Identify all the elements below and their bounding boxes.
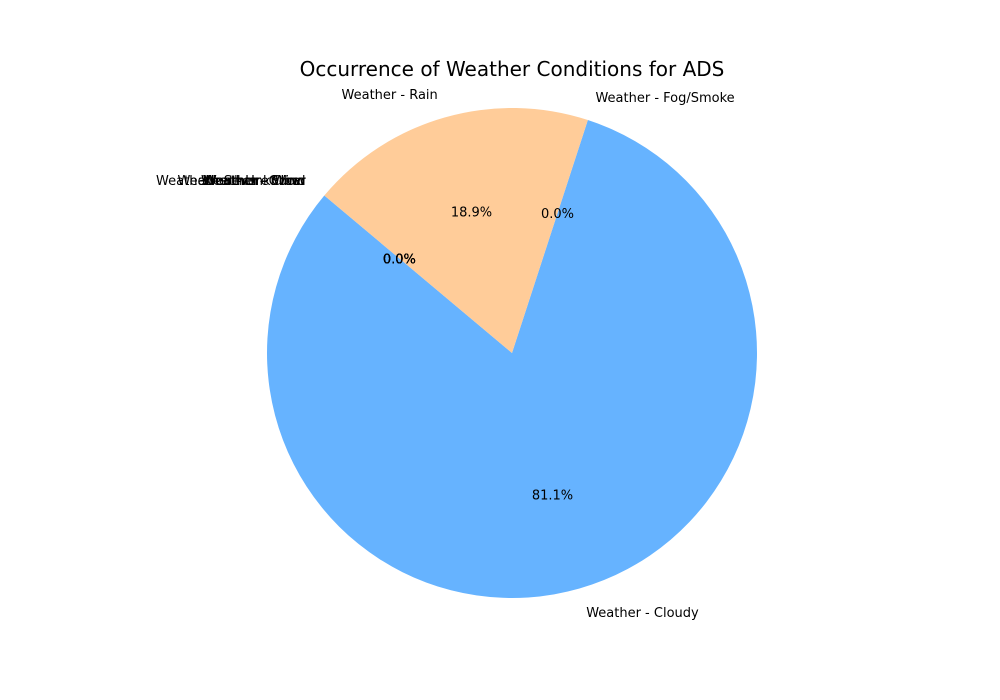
slice-label-clear: Weather - Clear <box>204 174 306 189</box>
pie-slices <box>267 107 758 598</box>
slice-label-other: Weather - Other <box>201 174 306 189</box>
pie-slice-rain <box>324 107 588 353</box>
slice-label-snow: Weather - Snow <box>203 174 306 189</box>
pct-label-severe-wind: 0.0% <box>383 253 416 268</box>
pie-slice-cloudy <box>267 120 758 598</box>
pct-label-clear: 0.0% <box>383 253 416 268</box>
pct-label-unknown: 0.0% <box>383 253 416 268</box>
slice-label-rain: Weather - Rain <box>342 88 438 103</box>
pct-label-fog-smoke: 0.0% <box>541 207 574 222</box>
pct-label-snow: 0.0% <box>383 253 416 268</box>
slice-label-cloudy: Weather - Cloudy <box>586 606 699 621</box>
pct-label-other: 0.0% <box>383 253 416 268</box>
pct-label-rain: 18.9% <box>451 206 492 221</box>
slice-label-unknown: Weather - Unknown <box>178 174 306 189</box>
pct-label-cloudy: 81.1% <box>532 488 573 503</box>
pie-labels: Weather - Cloudy 81.1% Weather - Fog/Smoke… <box>156 88 735 621</box>
chart-title: Occurrence of Weather Conditions for ADS <box>300 57 725 81</box>
slice-label-fog-smoke: Weather - Fog/Smoke <box>595 91 734 106</box>
slice-label-severe-wind: Weather - Severe Wind <box>156 174 306 189</box>
